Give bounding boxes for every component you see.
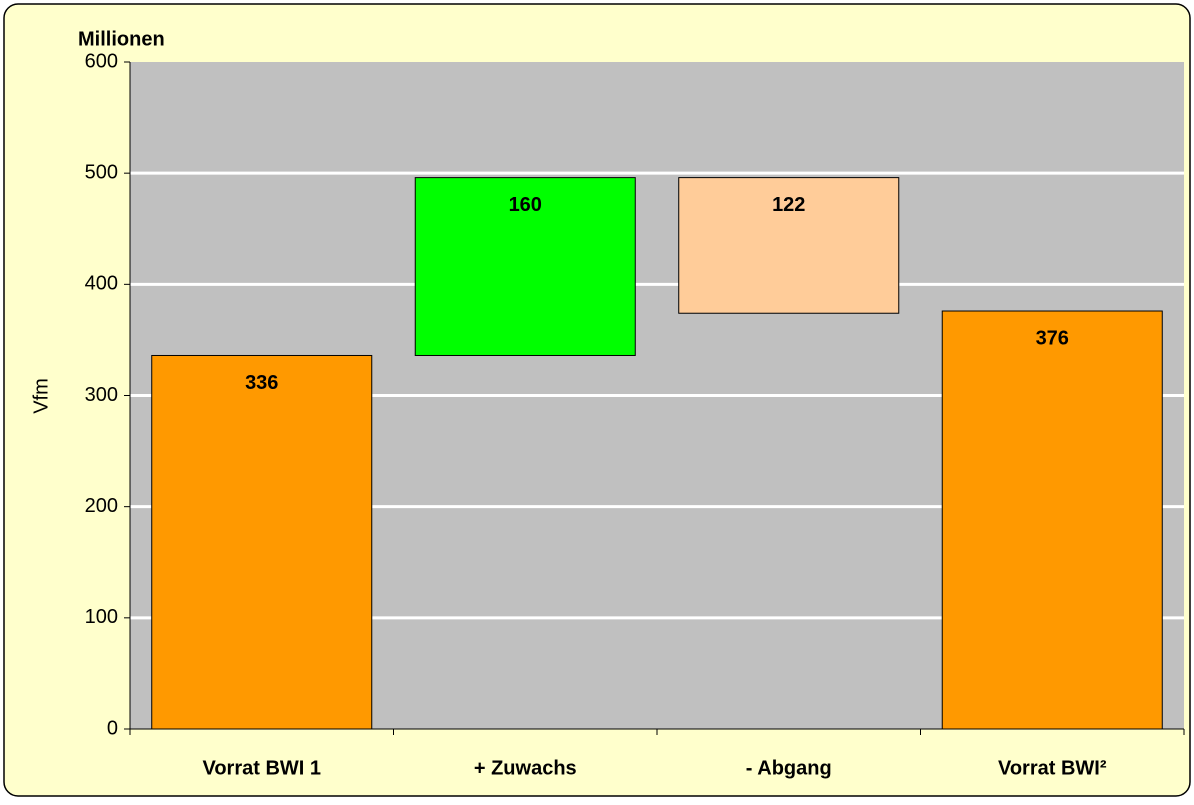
x-tick-label: - Abgang (746, 757, 832, 779)
y-tick-label: 300 (85, 384, 118, 406)
y-tick-label: 600 (85, 50, 118, 72)
x-tick-label: Vorrat BWI² (998, 757, 1107, 779)
y-tick-label: 100 (85, 606, 118, 628)
y-tick-label: 0 (107, 717, 118, 739)
y-tick-label: 200 (85, 495, 118, 517)
y-tick-label: 500 (85, 161, 118, 183)
y-axis-label: Vfm (30, 378, 52, 414)
bar (414, 177, 636, 356)
y-tick-label: 400 (85, 273, 118, 295)
value-label: 376 (1036, 327, 1069, 349)
y-unit: Millionen (78, 28, 165, 50)
bar (941, 310, 1163, 730)
value-label: 336 (245, 372, 278, 394)
x-tick-label: Vorrat BWI 1 (202, 757, 321, 779)
value-label: 160 (509, 194, 542, 216)
bar (678, 177, 900, 314)
bar (151, 354, 373, 730)
x-tick-label: + Zuwachs (474, 757, 577, 779)
value-label: 122 (772, 194, 805, 216)
